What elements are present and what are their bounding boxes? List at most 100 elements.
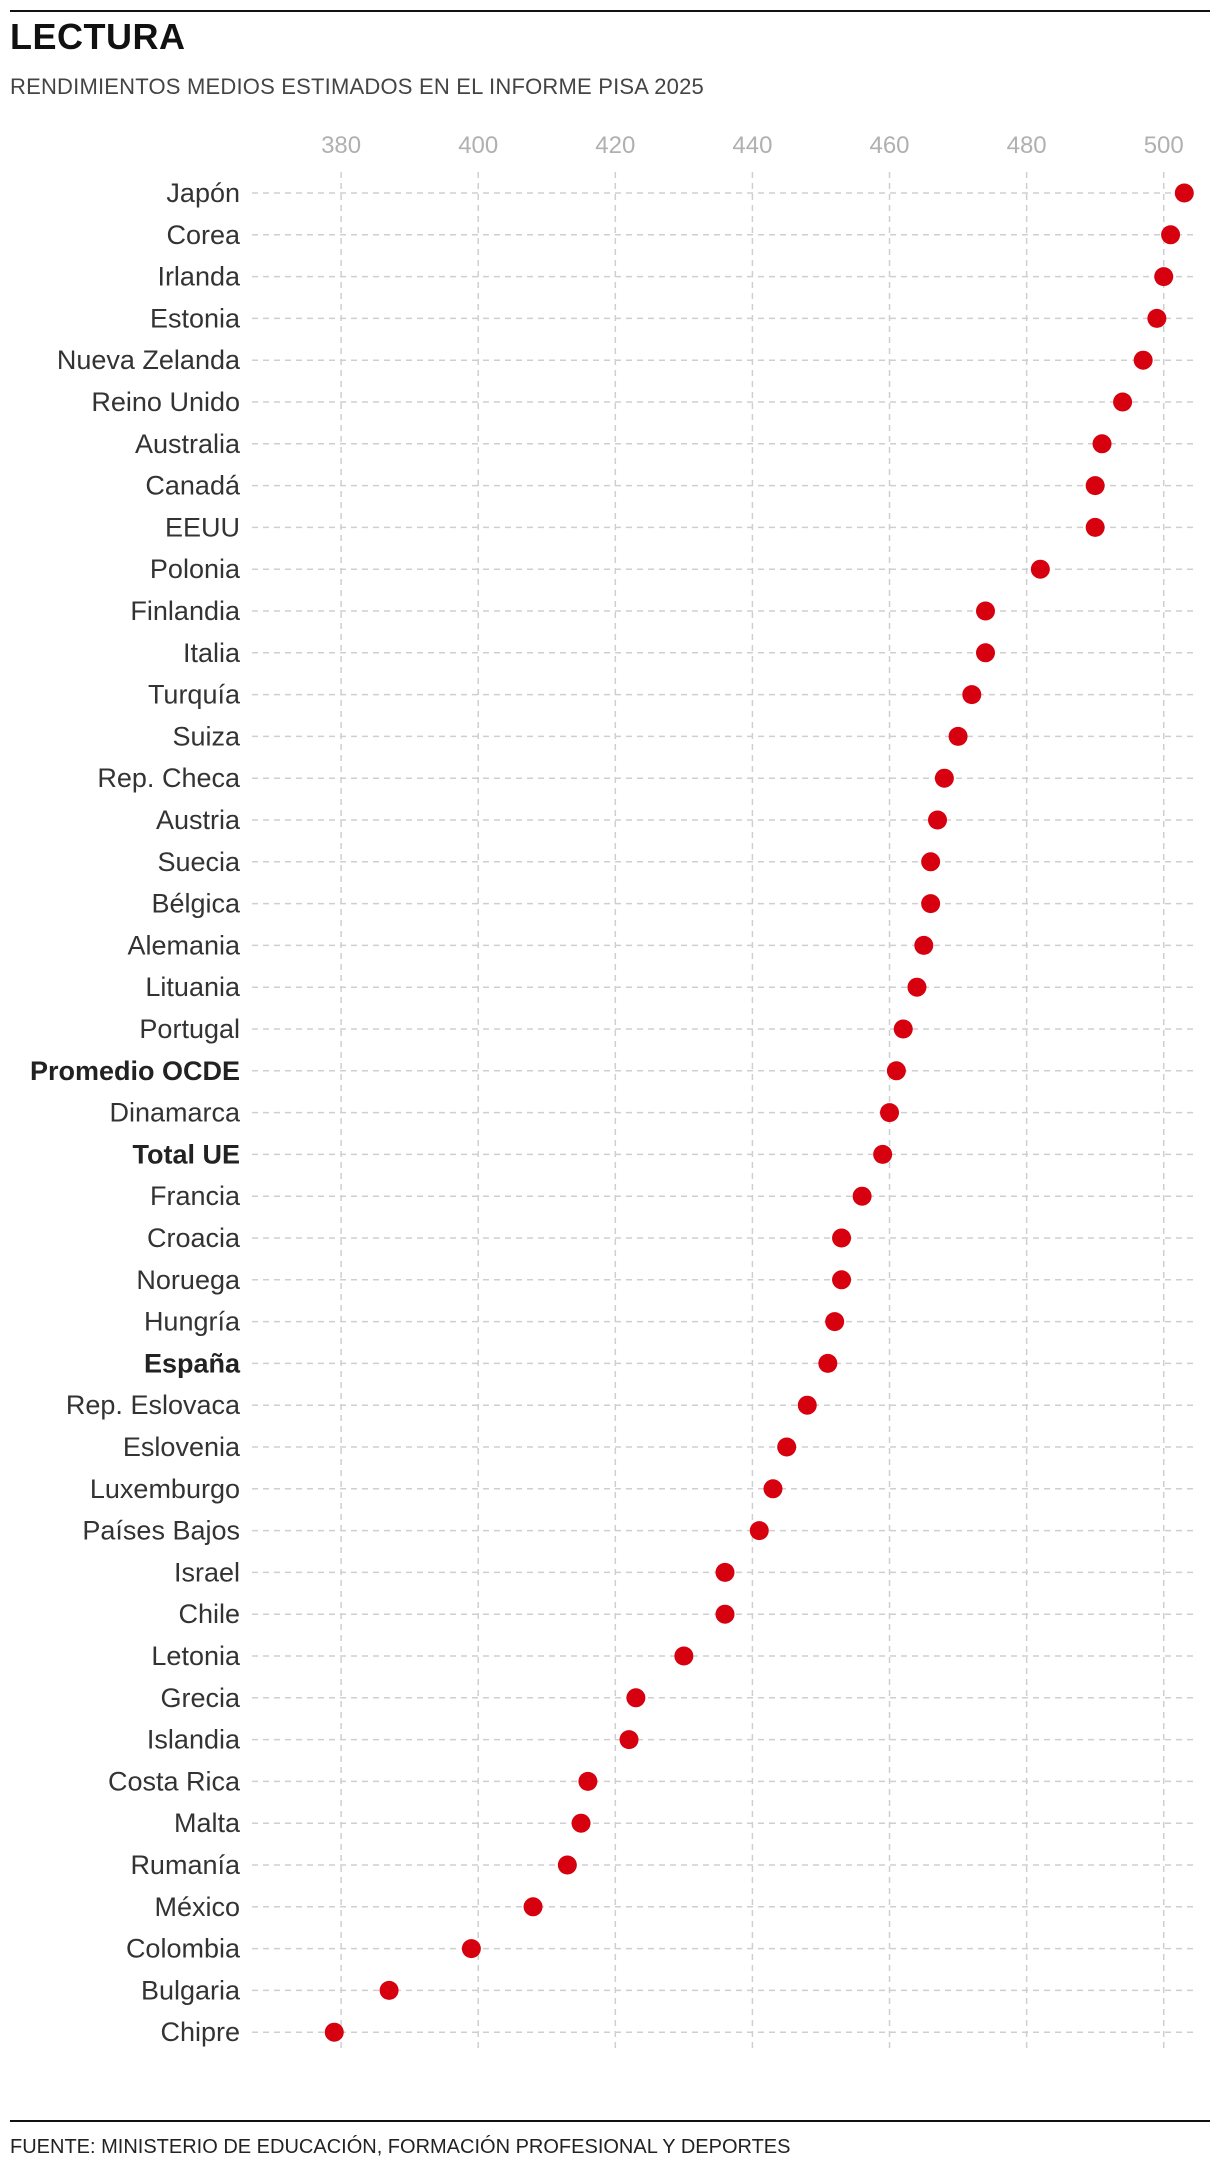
category-label: Chipre <box>160 2017 240 2047</box>
category-label: Suiza <box>172 721 241 751</box>
category-label: Polonia <box>150 554 241 584</box>
data-point <box>832 1228 852 1248</box>
chart-subtitle: RENDIMIENTOS MEDIOS ESTIMADOS EN EL INFO… <box>10 74 704 99</box>
data-point <box>1113 392 1133 412</box>
data-point <box>797 1395 817 1415</box>
data-point <box>626 1688 646 1708</box>
data-point <box>379 1980 399 2000</box>
category-label: Estonia <box>150 303 241 333</box>
bottom-rule <box>10 2120 1210 2122</box>
data-point <box>921 852 941 872</box>
category-label: Alemania <box>127 930 241 960</box>
category-label: Suecia <box>157 847 241 877</box>
category-label: Croacia <box>147 1223 241 1253</box>
data-point <box>523 1897 543 1917</box>
category-label: Países Bajos <box>82 1516 240 1546</box>
data-point <box>825 1312 845 1332</box>
data-point <box>914 935 934 955</box>
data-point <box>1085 517 1105 537</box>
data-point <box>852 1186 872 1206</box>
data-point <box>934 768 954 788</box>
x-tick-label: 480 <box>1007 132 1047 159</box>
data-point <box>907 977 927 997</box>
data-point <box>880 1103 900 1123</box>
data-point <box>948 726 968 746</box>
category-label: Malta <box>174 1808 241 1838</box>
data-point <box>571 1813 591 1833</box>
category-label: Bulgaria <box>141 1975 241 2005</box>
category-label: Total UE <box>133 1139 241 1169</box>
x-tick-label: 400 <box>458 132 498 159</box>
data-point <box>1147 308 1167 328</box>
x-tick-label: 460 <box>869 132 909 159</box>
category-label: EEUU <box>165 512 240 542</box>
data-point <box>893 1019 913 1039</box>
x-tick-label: 380 <box>321 132 361 159</box>
category-label: Corea <box>166 220 241 250</box>
category-label: Reino Unido <box>91 387 240 417</box>
data-point <box>1174 183 1194 203</box>
chart-title: LECTURA <box>10 16 186 57</box>
data-point <box>873 1144 893 1164</box>
x-tick-label: 500 <box>1144 132 1184 159</box>
category-label: España <box>144 1348 241 1378</box>
data-point <box>962 685 982 705</box>
data-point <box>763 1479 783 1499</box>
x-tick-label: 440 <box>732 132 772 159</box>
category-label: Grecia <box>160 1683 241 1713</box>
data-point <box>461 1939 481 1959</box>
category-label: Lituania <box>145 972 241 1002</box>
category-label: Costa Rica <box>108 1766 241 1796</box>
data-point <box>975 601 995 621</box>
category-label: Hungría <box>144 1307 241 1337</box>
category-label: Irlanda <box>157 262 241 292</box>
data-point <box>928 810 948 830</box>
category-label: Rep. Checa <box>97 763 241 793</box>
source-note: FUENTE: MINISTERIO DE EDUCACIÓN, FORMACI… <box>10 2136 791 2158</box>
category-label: Italia <box>183 638 241 668</box>
category-label: Chile <box>178 1599 240 1629</box>
data-point <box>557 1855 577 1875</box>
category-label: Canadá <box>145 471 241 501</box>
category-label: Dinamarca <box>109 1098 241 1128</box>
category-label: Letonia <box>151 1641 241 1671</box>
category-label: Rep. Eslovaca <box>66 1390 241 1420</box>
category-label: Finlandia <box>130 596 241 626</box>
data-point <box>975 643 995 663</box>
category-label: Francia <box>150 1181 241 1211</box>
data-point <box>1161 225 1181 245</box>
category-label: Colombia <box>126 1934 241 1964</box>
category-label: Israel <box>174 1557 240 1587</box>
category-label: Nueva Zelanda <box>57 345 241 375</box>
category-label: Noruega <box>136 1265 241 1295</box>
data-point <box>1030 559 1050 579</box>
category-label: Rumanía <box>130 1850 241 1880</box>
data-point <box>1092 434 1112 454</box>
data-point <box>921 894 941 914</box>
category-label: Japón <box>166 178 240 208</box>
data-point <box>818 1353 838 1373</box>
data-point <box>619 1730 639 1750</box>
data-point <box>1154 267 1174 287</box>
category-label: Turquía <box>148 680 241 710</box>
data-point <box>1133 350 1153 370</box>
category-label: México <box>154 1892 240 1922</box>
data-point <box>777 1437 797 1457</box>
category-label: Australia <box>135 429 241 459</box>
category-label: Luxemburgo <box>90 1474 240 1504</box>
category-label: Eslovenia <box>123 1432 241 1462</box>
category-label: Bélgica <box>151 889 241 919</box>
data-point <box>749 1521 769 1541</box>
category-label: Islandia <box>147 1725 241 1755</box>
data-point <box>578 1771 598 1791</box>
data-point <box>715 1562 735 1582</box>
data-point <box>715 1604 735 1624</box>
data-point <box>832 1270 852 1290</box>
category-label: Portugal <box>139 1014 240 1044</box>
x-tick-label: 420 <box>595 132 635 159</box>
data-point <box>886 1061 906 1081</box>
data-point <box>674 1646 694 1666</box>
top-rule <box>10 10 1210 12</box>
data-point <box>324 2022 344 2042</box>
data-point <box>1085 476 1105 496</box>
